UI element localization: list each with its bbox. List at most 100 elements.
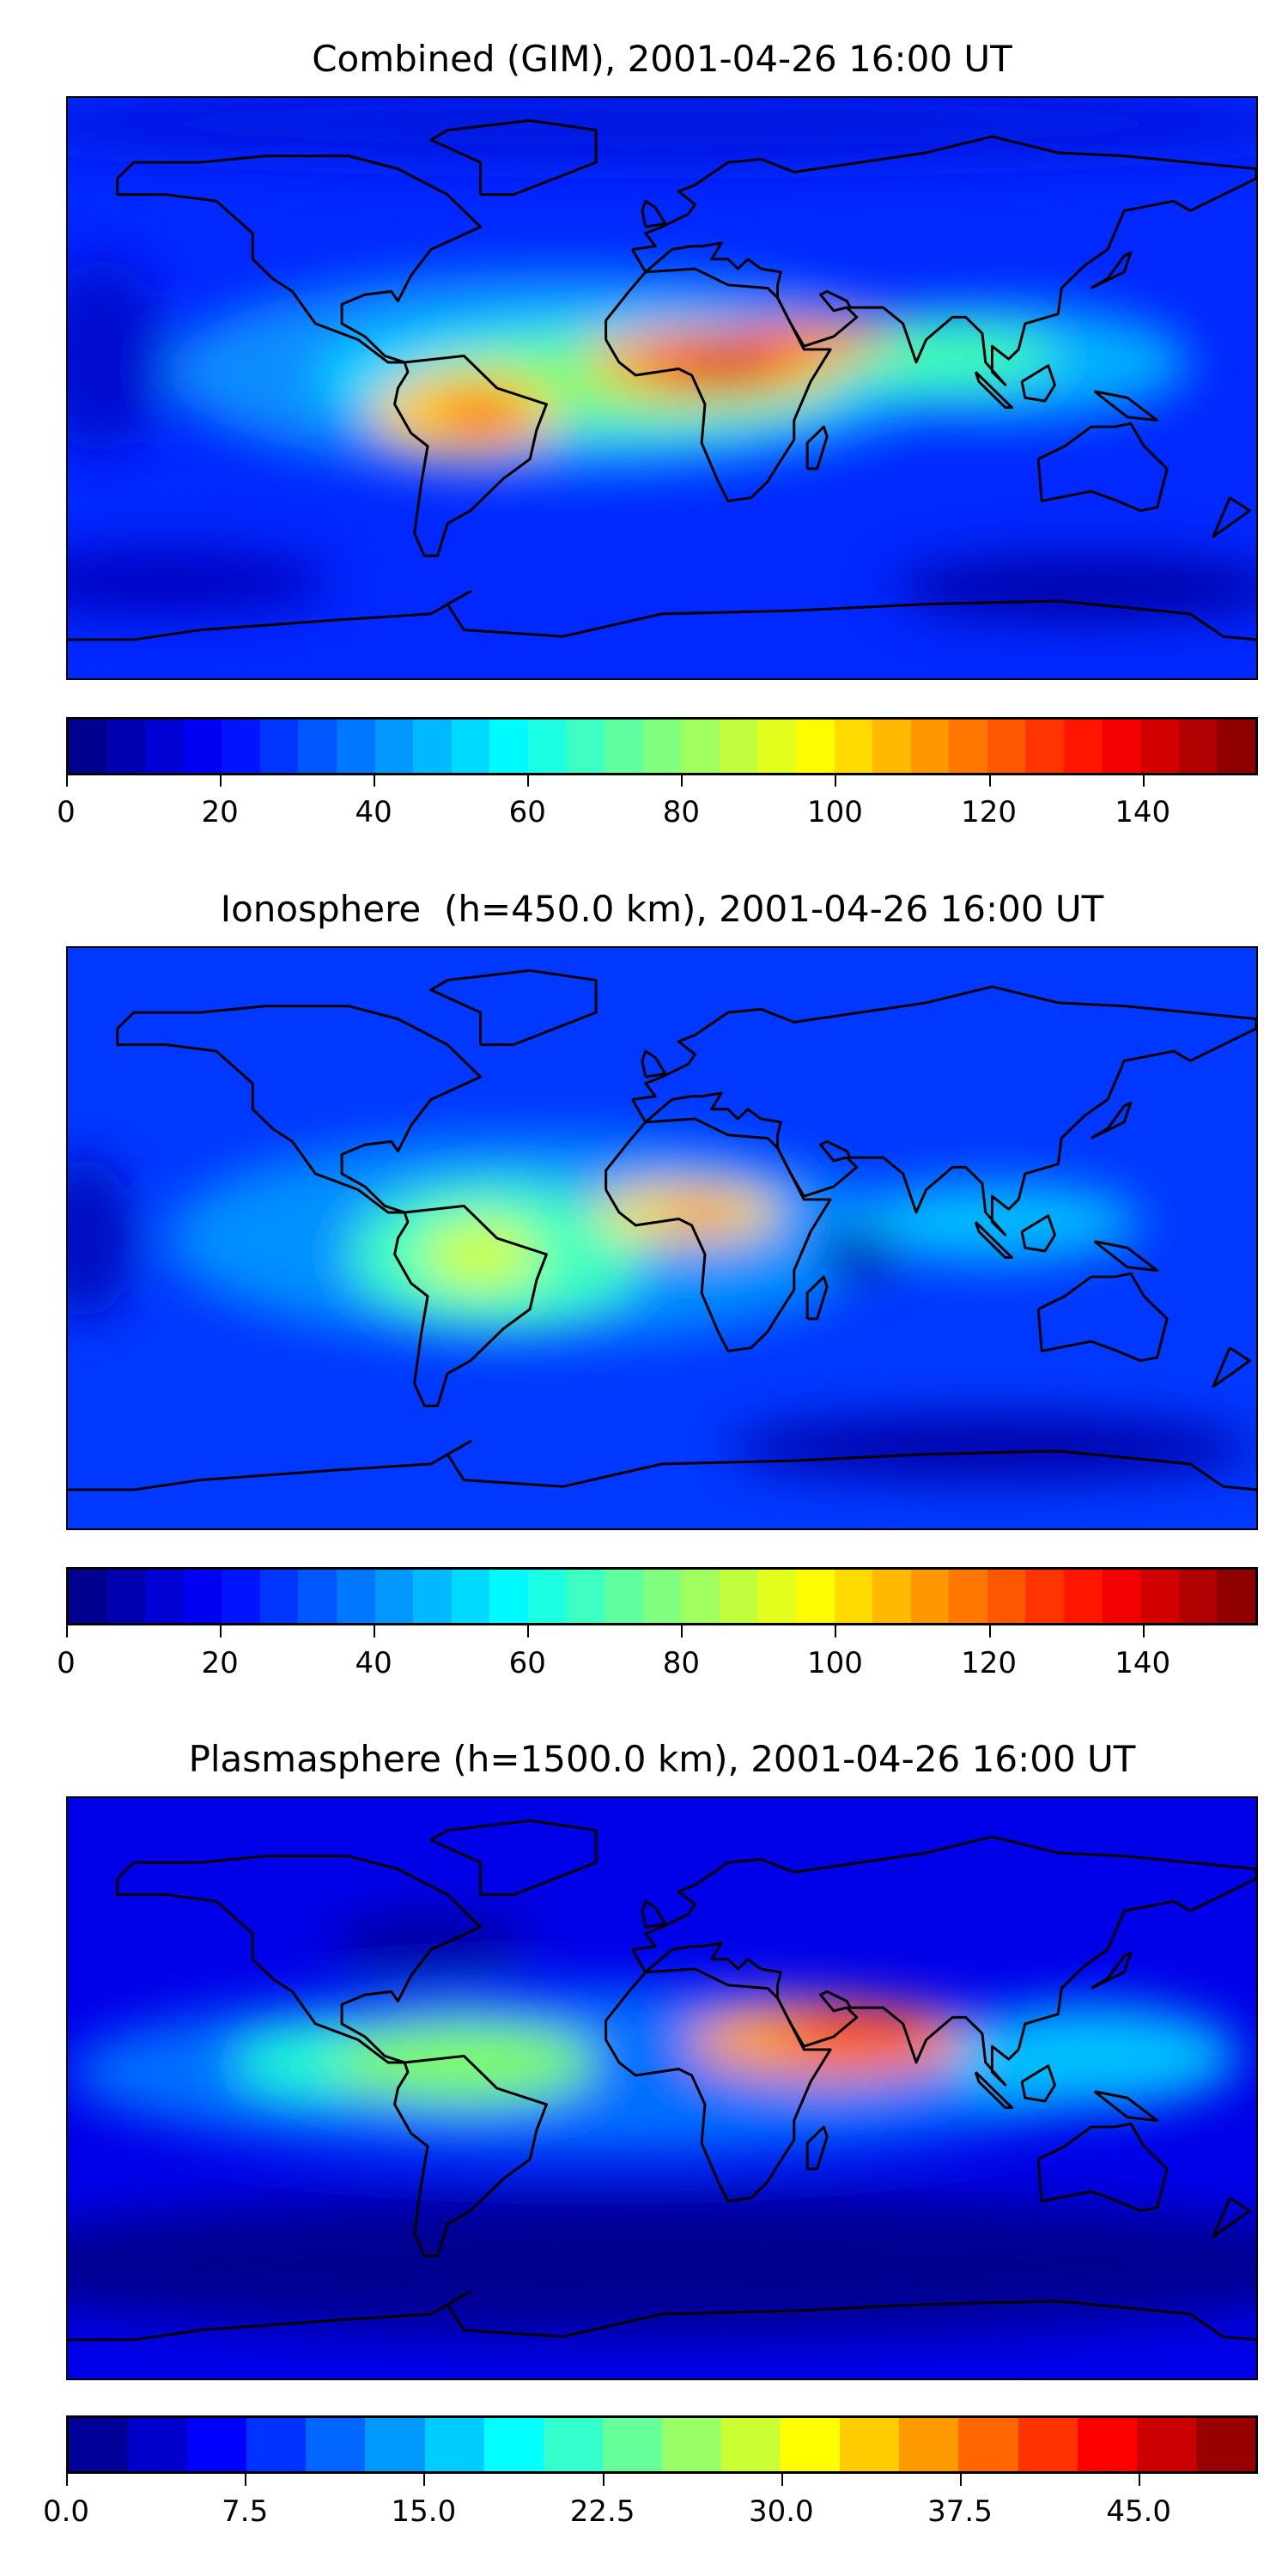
coastline bbox=[429, 118, 598, 197]
colorbar-level bbox=[527, 720, 567, 773]
colorbar-level bbox=[259, 720, 299, 773]
colorbar-level bbox=[872, 1570, 911, 1623]
coastline bbox=[1020, 1214, 1056, 1253]
coastline bbox=[68, 1440, 1256, 1492]
field-contour bbox=[727, 320, 894, 360]
coastline bbox=[641, 1899, 667, 1929]
colorbar-level bbox=[365, 2418, 425, 2471]
colorbar-tick-label: 140 bbox=[1115, 795, 1171, 829]
colorbar-ticks-ionosphere: 0 20 40 60 80 100 120 140 bbox=[57, 1625, 1258, 1694]
title-combined: Combined (GIM), 2001-04-26 16:00 UT bbox=[312, 38, 1012, 80]
coastline bbox=[1036, 2122, 1169, 2213]
colorbar-level bbox=[834, 1570, 873, 1623]
coastline bbox=[631, 135, 1256, 386]
coastline bbox=[974, 1221, 1014, 1260]
field-contour bbox=[421, 1222, 540, 1287]
colorbar-level bbox=[605, 720, 643, 773]
field-contour bbox=[68, 1157, 134, 1319]
field-contour bbox=[820, 1228, 900, 1280]
field-contour bbox=[331, 2023, 597, 2102]
colorbar-tick bbox=[1142, 775, 1145, 787]
colorbar-level bbox=[757, 720, 796, 773]
coastline bbox=[1212, 2196, 1251, 2239]
colorbar-tick-label: 37.5 bbox=[927, 2494, 993, 2529]
colorbar-level bbox=[681, 1570, 720, 1623]
colorbar-level bbox=[987, 720, 1026, 773]
map-plasmasphere bbox=[66, 1796, 1258, 2380]
coastline bbox=[1093, 1240, 1159, 1273]
coastline bbox=[1212, 496, 1251, 538]
colorbar-tick bbox=[781, 2474, 783, 2486]
colorbar-tick bbox=[602, 2474, 605, 2486]
colorbar-tick-label: 120 bbox=[961, 795, 1018, 829]
colorbar-tick bbox=[1142, 1625, 1145, 1637]
colorbar-tick bbox=[220, 775, 222, 787]
map-ionosphere bbox=[66, 946, 1258, 1530]
colorbar-tick bbox=[527, 775, 530, 787]
colorbar-tick-label: 30.0 bbox=[748, 2494, 814, 2529]
colorbar-level bbox=[721, 2418, 781, 2471]
colorbar-level bbox=[1140, 720, 1179, 773]
colorbar-tick bbox=[681, 1625, 683, 1637]
colorbar-tick-label: 7.5 bbox=[222, 2494, 269, 2529]
colorbar-level bbox=[602, 2418, 662, 2471]
map-combined bbox=[66, 96, 1258, 680]
coastline bbox=[1093, 2090, 1159, 2123]
coastline bbox=[1093, 390, 1159, 422]
colorbar-tick-label: 20 bbox=[201, 795, 239, 829]
colorbar-level bbox=[306, 2418, 366, 2471]
colorbar-tick bbox=[66, 2474, 68, 2486]
colorbar-level bbox=[1018, 2418, 1078, 2471]
colorbar-level bbox=[298, 720, 337, 773]
colorbar-tick-label: 45.0 bbox=[1106, 2494, 1172, 2529]
coastline bbox=[1036, 1272, 1169, 1363]
colorbar-level bbox=[566, 720, 605, 773]
colorbar-tick-label: 20 bbox=[201, 1646, 239, 1680]
coastline bbox=[605, 1117, 832, 1352]
colorbar-level bbox=[642, 720, 682, 773]
colorbar-level bbox=[566, 1570, 605, 1623]
colorbar-level bbox=[1102, 1570, 1141, 1623]
colorbar-level bbox=[949, 720, 987, 773]
coastline bbox=[429, 969, 598, 1047]
colorbar-level bbox=[222, 1570, 260, 1623]
colorbar-level bbox=[1195, 2418, 1255, 2471]
coastline bbox=[974, 371, 1014, 410]
colorbar-tick bbox=[960, 2474, 962, 2486]
field-contour bbox=[893, 556, 1256, 621]
coastline bbox=[1091, 251, 1133, 289]
colorbar-level bbox=[183, 720, 222, 773]
colorbar-level bbox=[187, 2418, 247, 2471]
colorbar-level bbox=[145, 720, 184, 773]
colorbar-level bbox=[337, 1570, 375, 1623]
field-contour bbox=[331, 1911, 531, 1976]
colorbar-tick bbox=[374, 1625, 376, 1637]
colorbar-tick-label: 80 bbox=[662, 795, 701, 829]
title-ionosphere: Ionosphere (h=450.0 km), 2001-04-26 16:0… bbox=[220, 888, 1104, 930]
colorbar-level bbox=[795, 720, 835, 773]
colorbar-level bbox=[543, 2418, 603, 2471]
colorbar-tick bbox=[423, 2474, 426, 2486]
coastline bbox=[805, 2125, 829, 2171]
colorbar-level bbox=[1136, 2418, 1196, 2471]
coastline bbox=[116, 1005, 483, 1214]
colorbar-level bbox=[910, 1570, 950, 1623]
colorbar-tick-label: 100 bbox=[807, 1646, 863, 1680]
colorbar-level bbox=[834, 720, 873, 773]
colorbar-tick-label: 120 bbox=[961, 1646, 1018, 1680]
coastline bbox=[1020, 364, 1056, 403]
field-contour bbox=[68, 258, 167, 453]
colorbar-tick-label: 60 bbox=[508, 1646, 546, 1680]
colorbar-tick-label: 80 bbox=[662, 1646, 701, 1680]
colorbar-level bbox=[451, 1570, 490, 1623]
colorbar-level bbox=[69, 1570, 107, 1623]
colorbar-level bbox=[872, 720, 911, 773]
coastline bbox=[393, 354, 548, 557]
colorbar-tick bbox=[835, 1625, 837, 1637]
colorbar-tick bbox=[835, 775, 837, 787]
colorbar-level bbox=[374, 1570, 414, 1623]
coastline bbox=[805, 425, 829, 471]
colorbar-tick bbox=[66, 1625, 68, 1637]
coastline bbox=[116, 155, 483, 364]
coastline bbox=[641, 199, 667, 228]
